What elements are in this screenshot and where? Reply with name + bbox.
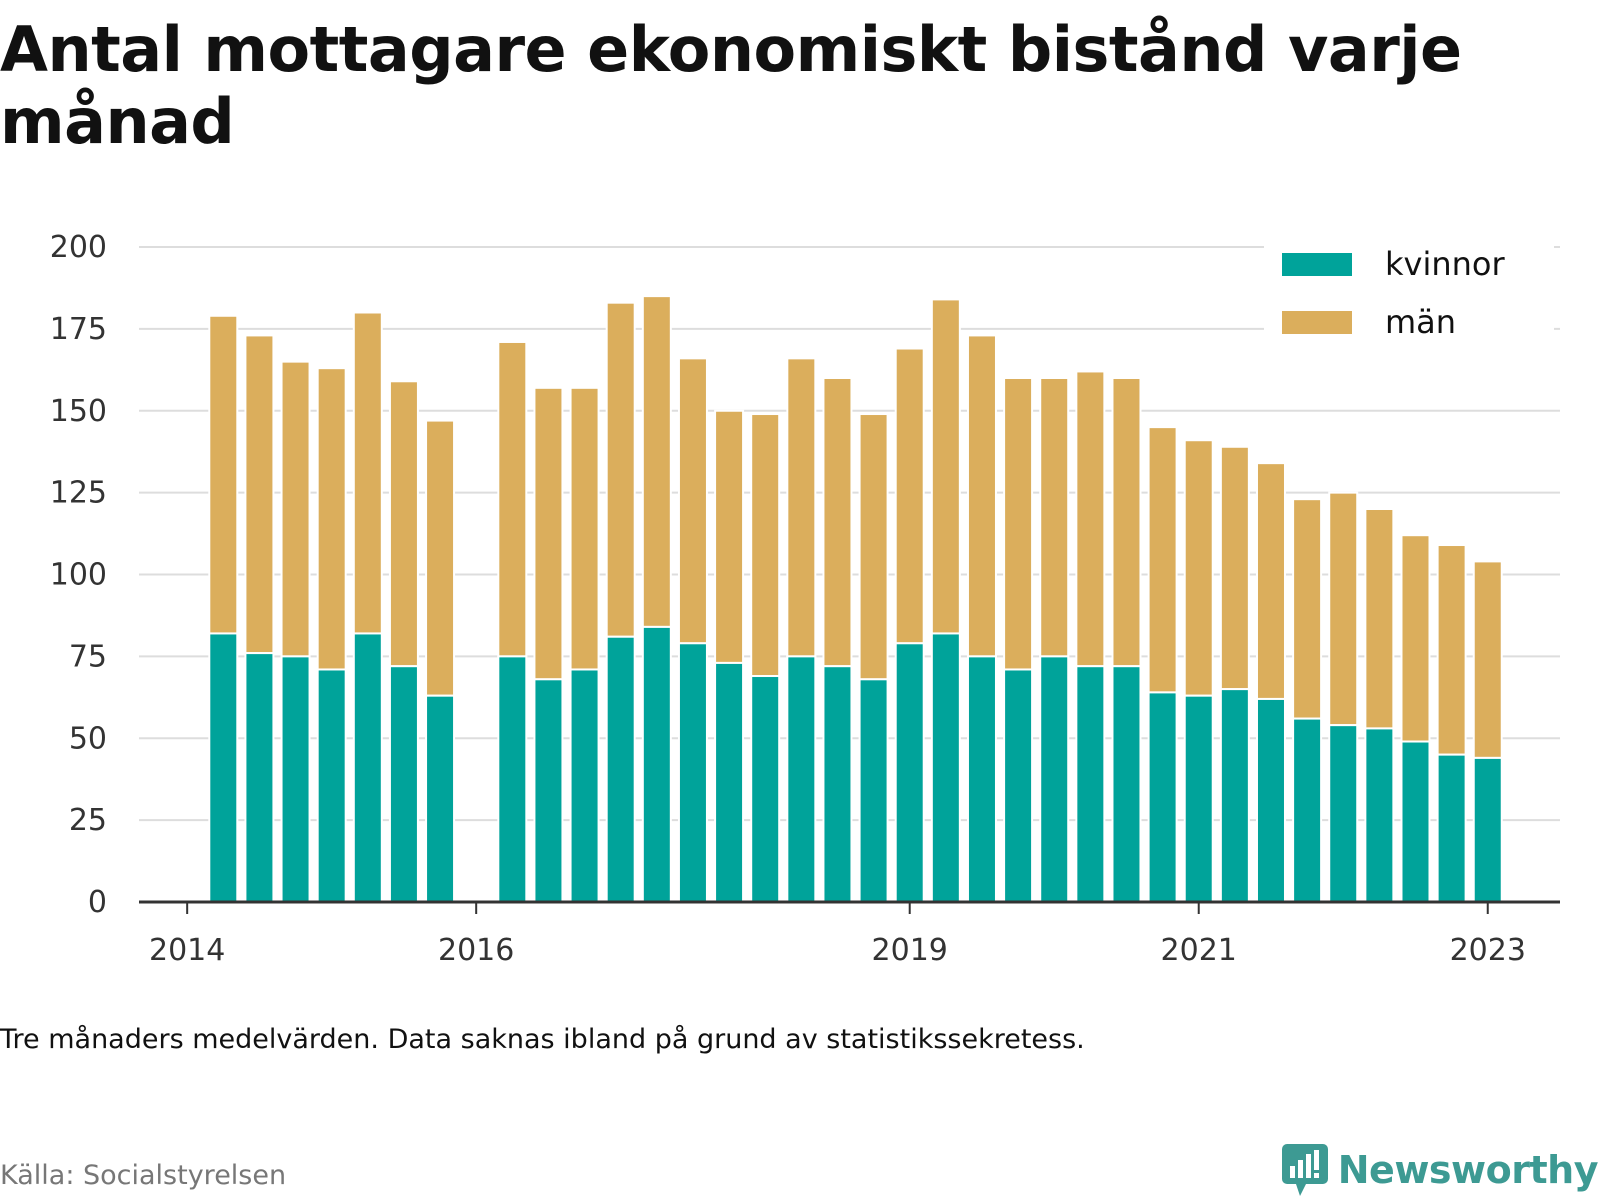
bar-kvinnor [1039, 655, 1070, 903]
bar-kvinnor [714, 661, 745, 903]
bar-man [641, 295, 672, 628]
bar-man [894, 347, 925, 645]
bar-man [1219, 445, 1250, 691]
x-tick-label: 2023 [1450, 933, 1526, 968]
y-tick-label: 100 [50, 558, 107, 593]
y-tick-label: 0 [88, 885, 107, 920]
bar-kvinnor [786, 655, 817, 903]
bar-man [1255, 462, 1286, 700]
legend-swatch [1282, 253, 1352, 276]
bar-kvinnor [352, 632, 383, 903]
bar-man [822, 377, 853, 668]
y-tick-label: 50 [69, 721, 107, 756]
bar-man [1400, 534, 1431, 743]
bar-man [930, 298, 961, 635]
chart-title: Antal mottagare ekonomiskt bistånd varje… [0, 13, 1462, 158]
bar-man [677, 357, 708, 645]
y-tick-label: 175 [50, 312, 107, 347]
bar-kvinnor [533, 678, 564, 903]
y-axis-ticks: 0 25 50 75 100 125 150 175 200 [50, 230, 107, 920]
bar-man [352, 311, 383, 635]
x-tick-label: 2014 [149, 933, 225, 968]
x-axis: 2014 2016 2019 2021 2023 [139, 900, 1560, 968]
bar-kvinnor [822, 665, 853, 904]
bar-man [1147, 426, 1178, 694]
chart-bubble-icon [1281, 1144, 1328, 1196]
bar-man [533, 386, 564, 681]
x-tick-label: 2021 [1161, 933, 1237, 968]
bar-kvinnor [1472, 756, 1503, 904]
bar-kvinnor [1075, 665, 1106, 904]
y-tick-label: 25 [69, 803, 107, 838]
y-tick-label: 125 [50, 476, 107, 511]
bar-kvinnor [1292, 717, 1323, 903]
bars [208, 295, 1503, 904]
bar-man [1328, 491, 1359, 727]
bar-man [244, 334, 275, 655]
bar-man [316, 367, 347, 671]
bar-man [1183, 439, 1214, 697]
bar-kvinnor [425, 694, 456, 903]
bar-kvinnor [316, 668, 347, 903]
bar-man [1075, 370, 1106, 668]
bar-kvinnor [1147, 691, 1178, 904]
newsworthy-logo: Newsworthy [1280, 1142, 1599, 1198]
y-tick-label: 150 [50, 394, 107, 429]
bar-man [1436, 544, 1467, 756]
bar-man [714, 409, 745, 664]
legend-label: män [1385, 303, 1456, 341]
y-tick-label: 200 [50, 230, 107, 265]
bar-kvinnor [605, 635, 636, 903]
chart-note: Tre månaders medelvärden. Data saknas ib… [0, 1024, 1085, 1055]
bar-man [1364, 508, 1395, 730]
bar-man [425, 419, 456, 697]
source-label: Källa: Socialstyrelsen [0, 1160, 287, 1191]
x-tick-label: 2019 [872, 933, 948, 968]
legend: kvinnor män [1264, 245, 1554, 351]
bar-kvinnor [1183, 694, 1214, 903]
bar-kvinnor [244, 652, 275, 903]
bar-kvinnor [1400, 740, 1431, 904]
bar-man [1111, 377, 1142, 668]
bar-kvinnor [1003, 668, 1034, 903]
bar-man [750, 413, 781, 678]
legend-label: kvinnor [1385, 245, 1506, 283]
bar-kvinnor [1436, 753, 1467, 903]
bar-man [858, 413, 889, 681]
bar-man [388, 380, 419, 668]
bar-kvinnor [280, 655, 311, 903]
bar-man [208, 314, 239, 635]
bar-man [280, 360, 311, 658]
bar-kvinnor [677, 642, 708, 904]
bar-man [1039, 377, 1070, 658]
bar-kvinnor [750, 675, 781, 904]
bar-man [786, 357, 817, 658]
bar-kvinnor [894, 642, 925, 904]
bar-kvinnor [1328, 724, 1359, 904]
bar-kvinnor [858, 678, 889, 903]
bar-man [569, 386, 600, 671]
bar-kvinnor [208, 632, 239, 903]
bar-man [966, 334, 997, 658]
bar-man [605, 301, 636, 638]
bar-kvinnor [1111, 665, 1142, 904]
brand-name: Newsworthy [1337, 1148, 1599, 1192]
bar-man [1003, 377, 1034, 671]
bar-man [1292, 498, 1323, 720]
bar-kvinnor [388, 665, 419, 904]
x-tick-label: 2016 [438, 933, 514, 968]
y-tick-label: 75 [69, 639, 107, 674]
bar-kvinnor [1364, 727, 1395, 903]
bar-kvinnor [497, 655, 528, 903]
bar-kvinnor [930, 632, 961, 903]
bar-man [497, 340, 528, 658]
legend-swatch [1282, 311, 1352, 334]
bar-kvinnor [1255, 697, 1286, 904]
bar-kvinnor [641, 625, 672, 904]
bar-kvinnor [569, 668, 600, 903]
bar-man [1472, 560, 1503, 759]
bar-kvinnor [1219, 688, 1250, 903]
bar-kvinnor [966, 655, 997, 903]
